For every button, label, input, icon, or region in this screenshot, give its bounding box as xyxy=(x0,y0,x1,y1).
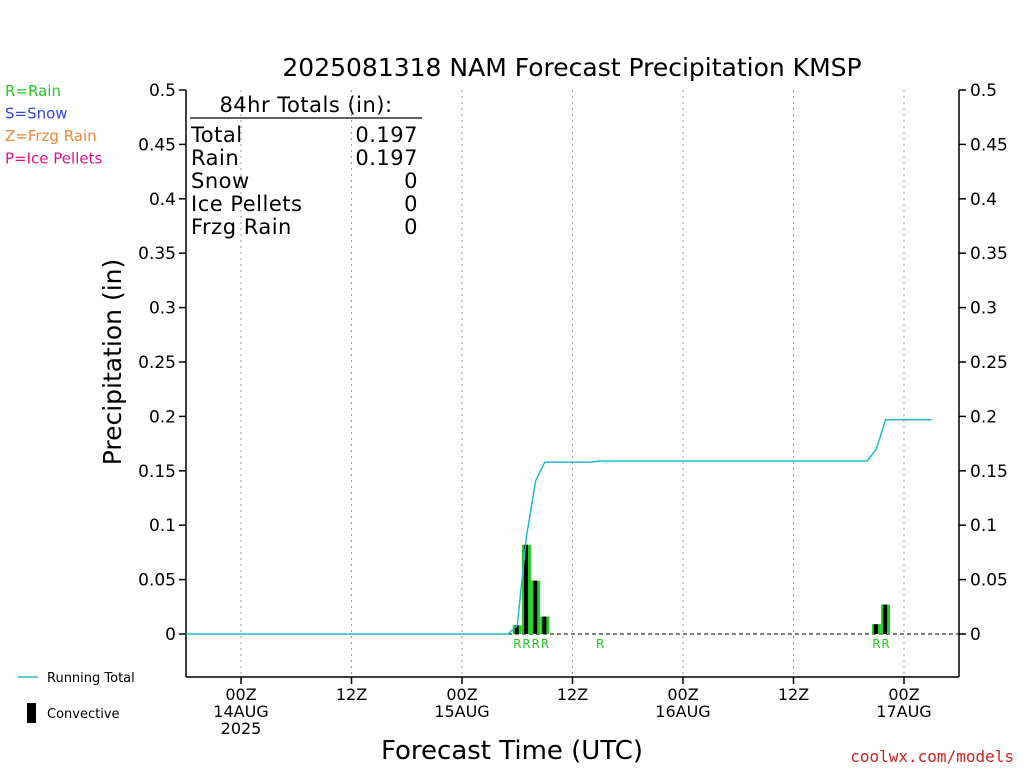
precip-type-marker: R xyxy=(596,637,604,651)
y-tick-label-right: 0.25 xyxy=(970,353,1008,373)
precip-type-marker: R xyxy=(872,637,880,651)
y-tick-label-right: 0.35 xyxy=(970,244,1008,264)
precip-type-legend-item: P=Ice Pellets xyxy=(5,150,102,168)
x-tick-label: 12Z xyxy=(557,685,588,704)
totals-row-label: Total xyxy=(190,123,243,147)
legend-running-total-label: Running Total xyxy=(47,671,135,686)
x-tick-label: 16AUG xyxy=(655,702,710,721)
chart-title: 2025081318 NAM Forecast Precipitation KM… xyxy=(282,53,861,82)
legend-convective-label: Convective xyxy=(47,707,120,722)
totals-row-label: Rain xyxy=(191,146,239,170)
y-tick-label-left: 0 xyxy=(165,625,176,645)
x-tick-label: 2025 xyxy=(221,719,262,738)
x-tick-label: 14AUG xyxy=(213,702,268,721)
precip-type-marker: R xyxy=(531,637,539,651)
y-tick-label-right: 0.4 xyxy=(970,190,997,210)
totals-row-value: 0.197 xyxy=(355,146,418,170)
y-tick-label-left: 0.35 xyxy=(138,244,176,264)
totals-row-value: 0 xyxy=(404,215,418,239)
y-tick-label-right: 0.5 xyxy=(970,81,997,101)
y-tick-label-left: 0.3 xyxy=(149,299,176,319)
totals-row-label: Frzg Rain xyxy=(191,215,292,239)
precip-type-marker: R xyxy=(881,637,889,651)
precip-type-legend-item: S=Snow xyxy=(5,105,68,123)
convective-bar xyxy=(542,616,547,634)
totals-row-value: 0 xyxy=(404,192,418,216)
y-tick-label-right: 0.05 xyxy=(970,571,1008,591)
precip-type-marker: R xyxy=(513,637,521,651)
totals-heading: 84hr Totals (in): xyxy=(219,93,392,117)
y-axis-label: Precipitation (in) xyxy=(98,259,127,466)
x-tick-label: 12Z xyxy=(778,685,809,704)
y-tick-label-right: 0.15 xyxy=(970,462,1008,482)
y-tick-label-right: 0.3 xyxy=(970,299,997,319)
convective-bar xyxy=(883,604,888,634)
x-tick-label: 00Z xyxy=(888,685,919,704)
precip-type-marker: R xyxy=(541,637,549,651)
legend-convective-swatch xyxy=(27,703,36,723)
x-tick-label: 00Z xyxy=(225,685,256,704)
y-tick-label-left: 0.1 xyxy=(149,516,176,536)
totals-row-label: Ice Pellets xyxy=(191,192,302,216)
precip-type-legend-item: Z=Frzg Rain xyxy=(5,127,97,145)
x-tick-label: 00Z xyxy=(667,685,698,704)
running-total-line xyxy=(185,418,932,635)
y-tick-label-left: 0.05 xyxy=(138,571,176,591)
totals-row-value: 0 xyxy=(404,169,418,193)
convective-bar xyxy=(533,580,538,634)
y-tick-label-right: 0.2 xyxy=(970,407,997,427)
x-tick-label: 00Z xyxy=(446,685,477,704)
y-tick-label-right: 0.45 xyxy=(970,135,1008,155)
y-tick-label-left: 0.5 xyxy=(149,81,176,101)
y-tick-label-left: 0.45 xyxy=(138,135,176,155)
x-tick-label: 15AUG xyxy=(434,702,489,721)
totals-row-value: 0.197 xyxy=(355,123,418,147)
x-tick-label: 17AUG xyxy=(876,702,931,721)
y-tick-label-left: 0.15 xyxy=(138,462,176,482)
totals-row-label: Snow xyxy=(191,169,250,193)
x-axis-label: Forecast Time (UTC) xyxy=(381,736,643,766)
y-tick-label-right: 0 xyxy=(970,625,981,645)
convective-bar xyxy=(514,625,519,634)
credit-text: coolwx.com/models xyxy=(850,747,1014,766)
precip-type-marker: R xyxy=(522,637,530,651)
y-tick-label-right: 0.1 xyxy=(970,516,997,536)
y-tick-label-left: 0.25 xyxy=(138,353,176,373)
x-tick-label: 12Z xyxy=(336,685,367,704)
plot-area: 0 00.05 0.050.1 0.10.15 0.150.2 0.20.25 0.250.… xyxy=(5,81,1008,738)
convective-bar xyxy=(523,544,528,634)
y-tick-label-left: 0.4 xyxy=(149,190,176,210)
convective-bar xyxy=(873,624,878,634)
precip-type-legend-item: R=Rain xyxy=(5,82,61,100)
y-tick-label-left: 0.2 xyxy=(149,407,176,427)
